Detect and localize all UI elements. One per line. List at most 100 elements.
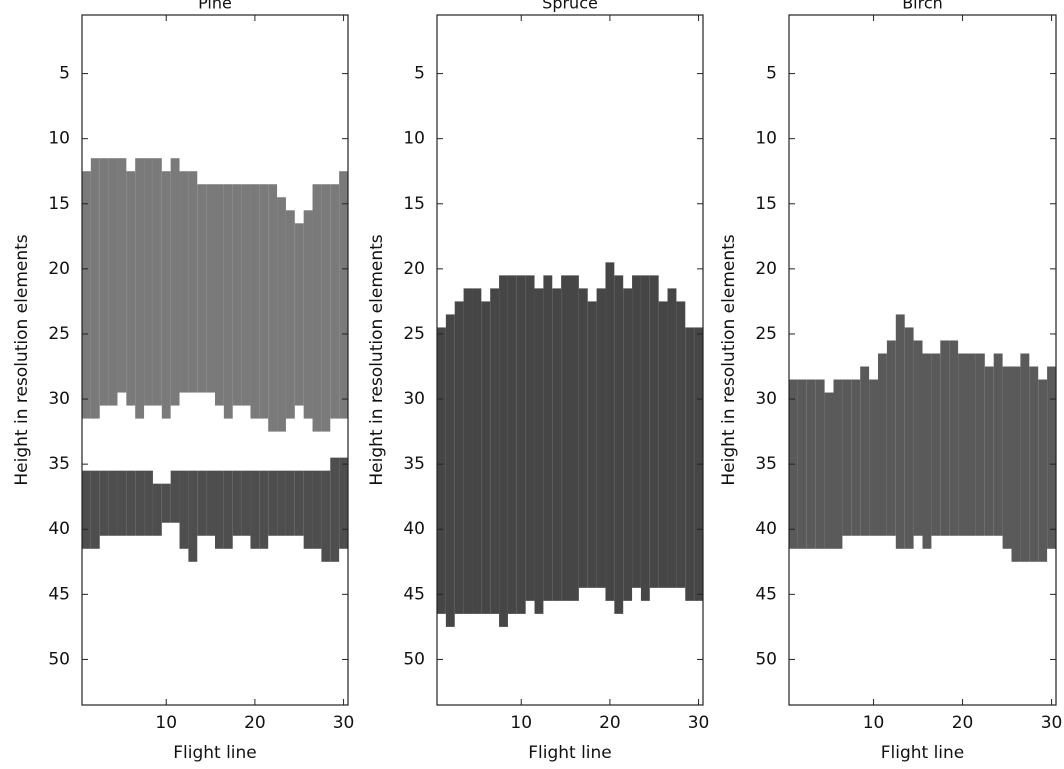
y-tick-label: 30 xyxy=(755,389,777,409)
heat-column xyxy=(259,184,269,419)
heat-column xyxy=(967,353,976,536)
y-tick-label: 45 xyxy=(48,584,70,604)
heat-column xyxy=(1047,366,1056,549)
y-axis-label: Height in resolution elements xyxy=(719,234,739,485)
heat-column xyxy=(614,275,624,614)
heat-column xyxy=(605,262,615,601)
heat-column xyxy=(126,470,136,536)
heat-column xyxy=(525,275,535,601)
heat-column xyxy=(82,171,91,419)
x-tick-label: 30 xyxy=(688,713,710,733)
y-tick-label: 15 xyxy=(755,194,777,214)
heat-column xyxy=(993,353,1003,536)
heat-column xyxy=(188,470,198,562)
heat-column xyxy=(161,483,171,523)
heat-column xyxy=(842,379,852,536)
heat-column xyxy=(277,470,286,536)
y-tick-label: 40 xyxy=(755,519,777,539)
heat-column xyxy=(117,470,127,536)
heat-column xyxy=(339,171,348,419)
heat-column xyxy=(215,470,224,549)
heat-column xyxy=(658,301,668,588)
x-axis-label: Flight line xyxy=(173,743,257,763)
heat-column xyxy=(117,158,127,393)
heat-column xyxy=(851,379,861,536)
heat-column xyxy=(516,275,526,614)
heat-column xyxy=(135,158,145,419)
heat-column xyxy=(454,301,464,614)
y-tick-label: 45 xyxy=(755,584,777,604)
heat-column xyxy=(232,184,242,406)
y-tick-label: 10 xyxy=(403,129,425,149)
heat-column xyxy=(623,288,633,601)
heat-column xyxy=(99,470,109,536)
heat-column xyxy=(170,470,180,523)
panel-title: Spruce xyxy=(542,0,598,13)
heat-column xyxy=(472,288,482,614)
heat-column xyxy=(152,158,162,406)
heat-column xyxy=(649,275,659,588)
heat-column xyxy=(259,470,269,549)
heat-column xyxy=(285,210,295,419)
heat-column xyxy=(667,288,677,588)
heat-column xyxy=(552,288,562,601)
y-tick-label: 35 xyxy=(755,454,777,474)
heat-column xyxy=(82,470,91,549)
x-tick-label: 20 xyxy=(599,713,621,733)
heat-column xyxy=(152,483,162,536)
heat-column xyxy=(188,171,198,393)
y-tick-label: 50 xyxy=(755,649,777,669)
heat-column xyxy=(197,184,207,393)
heat-column xyxy=(223,184,233,419)
y-tick-label: 35 xyxy=(48,454,70,474)
heat-column xyxy=(949,340,959,536)
heat-column xyxy=(144,470,153,536)
heat-column xyxy=(161,171,171,419)
heat-column xyxy=(241,184,251,406)
heat-column xyxy=(490,288,500,614)
heat-column xyxy=(561,275,570,601)
heat-column xyxy=(676,301,686,588)
heat-column xyxy=(940,340,950,536)
panel-title: Birch xyxy=(902,0,943,13)
axes-frame xyxy=(81,14,349,706)
y-tick-label: 40 xyxy=(48,519,70,539)
y-tick-label: 20 xyxy=(403,259,425,279)
heat-column xyxy=(321,184,331,432)
y-tick-label: 25 xyxy=(755,324,777,344)
heat-column xyxy=(833,379,843,549)
heat-column xyxy=(913,340,923,536)
y-axis-label: Height in resolution elements xyxy=(367,234,387,485)
heat-column xyxy=(499,275,508,627)
x-axis-label: Flight line xyxy=(528,743,612,763)
y-tick-label: 30 xyxy=(48,389,70,409)
heat-column xyxy=(445,314,455,627)
heat-column xyxy=(268,184,278,432)
y-tick-label: 35 xyxy=(403,454,425,474)
y-tick-label: 20 xyxy=(755,259,777,279)
heat-column xyxy=(303,210,313,419)
heat-column xyxy=(437,327,446,614)
heat-column xyxy=(587,301,597,588)
heat-column xyxy=(108,470,118,536)
heat-column xyxy=(330,457,340,562)
heat-column xyxy=(223,470,233,549)
heat-column xyxy=(232,470,242,536)
heat-column xyxy=(860,366,870,536)
heat-column xyxy=(135,470,145,536)
y-tick-label: 50 xyxy=(48,649,70,669)
y-tick-label: 10 xyxy=(48,129,70,149)
heat-column xyxy=(241,470,251,536)
heat-column xyxy=(206,470,215,536)
y-tick-label: 30 xyxy=(403,389,425,409)
heat-column xyxy=(294,470,304,536)
heat-column xyxy=(931,353,941,536)
heat-column xyxy=(824,392,834,549)
heat-column xyxy=(312,470,322,549)
heat-column xyxy=(285,470,295,536)
heat-column xyxy=(958,353,967,536)
heat-column xyxy=(570,275,579,601)
heat-column xyxy=(99,158,109,406)
heat-column xyxy=(815,379,825,549)
